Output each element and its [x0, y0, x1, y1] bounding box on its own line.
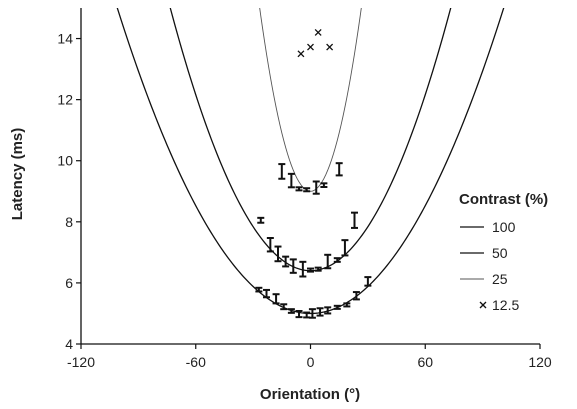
data-point-errorbar	[324, 253, 332, 270]
data-point-errorbar	[287, 172, 295, 189]
data-point-errorbar	[257, 216, 265, 224]
data-point-errorbar	[274, 245, 282, 263]
data-point-errorbar	[314, 266, 322, 272]
x-tick-label: 0	[307, 354, 315, 370]
y-tick-label: 14	[57, 31, 73, 47]
data-point-errorbar	[295, 186, 303, 192]
x-axis-title: Orientation (°)	[260, 386, 360, 403]
y-axis-title: Latency (ms)	[9, 128, 26, 221]
data-point-errorbar	[364, 276, 372, 287]
data-point-errorbar	[307, 267, 314, 273]
y-tick-label: 6	[65, 275, 73, 291]
legend-entry-50: 50	[460, 245, 508, 261]
data-point-errorbar	[303, 311, 311, 319]
data-point-errorbar	[289, 258, 297, 274]
legend-entry-100: 100	[460, 219, 516, 235]
data-point-errorbar	[316, 307, 324, 317]
data-point-x-marker	[326, 43, 334, 51]
x-tick-label: 60	[417, 354, 433, 370]
data-point-errorbar	[341, 239, 349, 257]
legend-label: 100	[492, 219, 516, 235]
data-point-errorbar	[352, 291, 360, 301]
data-point-errorbar	[335, 162, 343, 177]
fit-curve-50	[169, 8, 452, 272]
data-point-errorbar	[308, 308, 316, 319]
y-tick-label: 4	[65, 336, 73, 352]
data-point-errorbar	[324, 306, 332, 315]
data-point-errorbar	[263, 288, 271, 299]
y-tick-label: 10	[57, 153, 73, 169]
data-point-errorbar	[255, 286, 263, 293]
data-point-errorbar	[303, 187, 311, 193]
data-point-errorbar	[320, 182, 328, 188]
data-point-errorbar	[333, 257, 341, 263]
y-tick-label: 8	[65, 214, 73, 230]
data-point-x-marker	[297, 50, 305, 58]
legend: Contrast (%) 100 50 25 12.5	[459, 191, 548, 313]
data-point-errorbar	[282, 255, 290, 268]
data-point-errorbar	[343, 302, 351, 308]
data-point-errorbar	[272, 293, 280, 305]
axes	[80, 8, 540, 345]
data-point-errorbar	[280, 303, 288, 311]
data-point-x-marker	[307, 43, 314, 51]
data-point-errorbar	[295, 310, 303, 319]
data-point-errorbar	[350, 211, 358, 229]
legend-entry-25: 25	[460, 271, 508, 287]
data-point-errorbar	[287, 308, 295, 314]
legend-entry-12-5: 12.5	[479, 297, 519, 313]
fit-curve-25	[259, 8, 362, 192]
data-points	[255, 28, 372, 319]
x-tick-label: -60	[186, 354, 206, 370]
x-tick-label: -120	[67, 354, 95, 370]
legend-label: 12.5	[492, 297, 519, 313]
data-point-errorbar	[312, 180, 320, 195]
x-tick-label: 120	[528, 354, 552, 370]
data-point-errorbar	[278, 163, 286, 180]
legend-label: 50	[492, 245, 508, 261]
data-point-errorbar	[333, 304, 341, 310]
data-point-errorbar	[299, 260, 307, 278]
ticks: -120 -60 0 60 120 4 6 8 10 12 14	[57, 31, 551, 370]
legend-label: 25	[492, 271, 508, 287]
fit-curve-100	[116, 8, 505, 315]
y-tick-label: 12	[57, 92, 73, 108]
data-point-x-marker	[314, 28, 322, 36]
data-point-errorbar	[266, 237, 274, 253]
legend-title: Contrast (%)	[459, 191, 548, 208]
